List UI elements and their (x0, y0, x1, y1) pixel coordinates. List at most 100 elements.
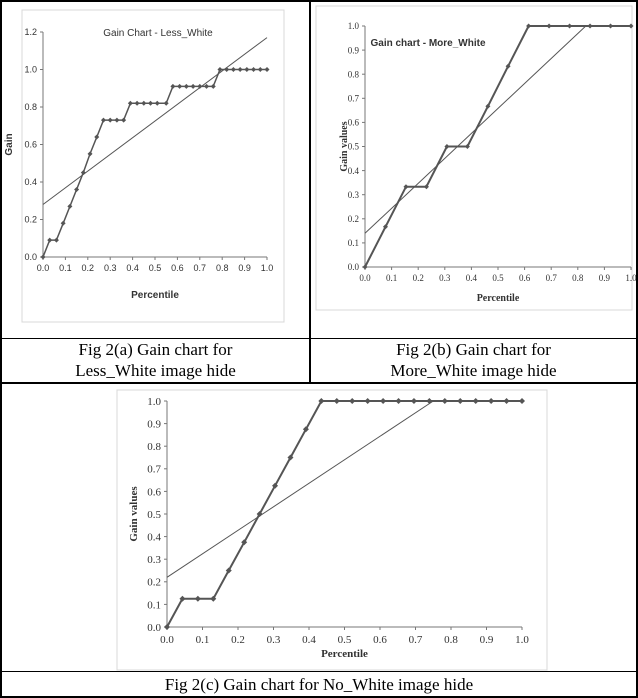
chart-c-gain-point (364, 398, 371, 404)
chart-c-x-tick-label: 0.7 (409, 634, 423, 646)
chart-b-gain-line (364, 25, 631, 268)
chart-c-gain-point (287, 454, 294, 461)
chart-a-x-tick-label: 0.1 (59, 263, 72, 273)
chart-c-y-tick-label: 0.1 (147, 599, 161, 611)
chart-a-trend-line (42, 37, 268, 205)
chart-b-gain-point (403, 184, 409, 190)
chart-b-y-tick-label: 0.1 (348, 238, 359, 248)
chart-b-y-tick-label: 0.5 (348, 142, 360, 152)
chart-b-gain-point (362, 264, 368, 270)
chart-b-y-tick-label: 0.8 (348, 69, 360, 79)
chart-a-y-tick-label: 0.6 (24, 140, 37, 150)
table-border-bottom (0, 696, 638, 698)
chart-c-x-tick-label: 0.6 (373, 634, 387, 646)
chart-b-y-tick-label: 0.9 (348, 45, 360, 55)
chart-c-x-tick-label: 0.5 (338, 634, 352, 646)
chart-c-gain-point (164, 624, 170, 630)
caption-a-line2: Less_White image hide (75, 361, 236, 380)
chart-a-gain-point (134, 100, 140, 106)
chart-c-y-tick-label: 0.0 (147, 622, 161, 634)
chart-a-gain-point (217, 67, 223, 72)
chart-c-x-tick-label: 0.9 (480, 634, 494, 646)
table-border-row3-caption (0, 671, 638, 672)
chart-a-frame (21, 9, 285, 323)
caption-c: Fig 2(c) Gain chart for No_White image h… (2, 674, 636, 695)
chart-a-x-tick-label: 0.4 (126, 263, 139, 273)
chart-c-gain-point (519, 398, 525, 404)
chart-b-gain-point (464, 144, 470, 149)
chart-c-gain-point (457, 398, 464, 404)
chart-b-x-tick-label: 0.2 (413, 273, 424, 283)
chart-a-gain-point (127, 100, 133, 106)
chart-c-gain-point (410, 398, 417, 404)
chart-b-x-tick-label: 0.1 (386, 273, 397, 283)
chart-c-x-tick-label: 0.1 (196, 634, 210, 646)
chart-a-gain-point (210, 83, 216, 89)
chart-a-gain-point (251, 67, 257, 72)
chart-b-x-tick-label: 0.8 (572, 273, 584, 283)
table-border-top (0, 0, 638, 2)
chart-a-gain-point (163, 100, 169, 106)
chart-b-gain-point (628, 23, 634, 29)
chart-a-x-tick-label: 0.2 (82, 263, 95, 273)
chart-a-y-tick-label: 0.2 (24, 215, 37, 225)
chart-b-gain-point (526, 23, 532, 29)
chart-c: 0.0 0.1 0.2 0.3 0.4 0.5 0.6 0.7 0.8 0.9 1.0 0.0 0.1 0… (116, 389, 548, 671)
chart-c-gain-point (210, 595, 217, 602)
chart-a-title: Gain Chart - Less_White (103, 28, 213, 39)
chart-b-x-tick-label: 0.6 (519, 273, 531, 283)
chart-a-gain-point (154, 100, 160, 106)
chart-c-y-tick-label: 0.5 (147, 509, 161, 521)
chart-c-gain-point (333, 398, 340, 404)
chart-a-gain-point (183, 83, 189, 89)
chart-c-y-label: Gain values (128, 486, 140, 542)
caption-b-line2: More_White image hide (390, 361, 557, 380)
chart-a-gain-point (141, 100, 147, 106)
chart-b: 0.0 0.1 0.2 0.3 0.4 0.5 0.6 0.7 0.8 0.9 1.0 0.0 0.1 0… (315, 5, 636, 311)
chart-a-gain-point (100, 117, 106, 123)
chart-c-gain-point (318, 398, 325, 404)
chart-c-gain-point (349, 398, 356, 404)
chart-a-x-tick-label: 0.0 (37, 263, 50, 273)
chart-b-title: Gain chart - More_White (370, 38, 485, 49)
chart-c-x-tick-label: 0.4 (302, 634, 316, 646)
chart-a-gain-point (40, 254, 46, 260)
chart-c-x-tick-label: 1.0 (515, 634, 529, 646)
chart-b-y-tick-label: 0.6 (348, 118, 360, 128)
chart-a-gain-point (94, 134, 100, 140)
chart-b-gain-point (444, 144, 450, 149)
chart-b-x-tick-label: 0.7 (546, 273, 558, 283)
chart-a-gain-point (67, 203, 73, 209)
chart-a-gain-point (47, 237, 53, 243)
chart-a-x-label: Percentile (131, 290, 179, 301)
chart-a-x-tick-label: 0.7 (194, 263, 207, 273)
chart-c-gain-point (380, 398, 387, 404)
chart-a-gain-point (60, 220, 66, 226)
chart-b-y-tick-label: 0.2 (348, 214, 359, 224)
chart-c-y-tick-label: 1.0 (147, 396, 161, 408)
chart-c-x-label: Percentile (321, 648, 368, 660)
chart-c-y-tick-label: 0.8 (147, 441, 161, 453)
chart-c-x-tick-label: 0.0 (160, 634, 174, 646)
chart-b-y-tick-label: 0.3 (348, 190, 360, 200)
chart-c-x-tick-label: 0.3 (267, 634, 281, 646)
chart-b-x-label: Percentile (477, 293, 520, 304)
chart-b-gain-point (485, 103, 491, 109)
chart-a-gain-point (114, 117, 120, 123)
chart-a-x-tick-label: 0.9 (238, 263, 251, 273)
chart-a-gain-point (107, 117, 113, 123)
chart-a-gain-point (74, 187, 80, 192)
chart-b-gain-point (423, 184, 429, 190)
chart-a-y-tick-label: 0.0 (24, 252, 37, 262)
chart-b-x-tick-label: 0.9 (599, 273, 611, 283)
table-border-right (636, 0, 638, 698)
chart-c-y-tick-label: 0.7 (147, 464, 161, 476)
chart-a-gain-point (170, 83, 176, 89)
chart-c-gain-point (179, 595, 186, 602)
chart-b-x-tick-label: 0.5 (492, 273, 504, 283)
chart-a-x-tick-label: 1.0 (261, 263, 274, 273)
chart-c-x-tick-label: 0.2 (231, 634, 245, 646)
chart-b-x-tick-label: 0.3 (439, 273, 451, 283)
chart-b-x-tick-label: 0.4 (466, 273, 478, 283)
